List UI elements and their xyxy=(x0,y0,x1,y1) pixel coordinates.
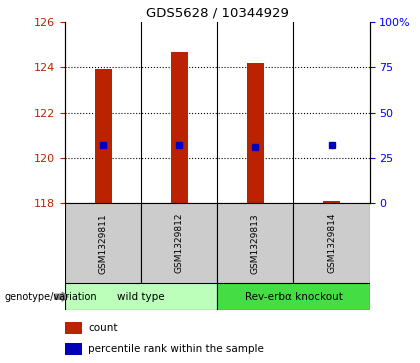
Bar xyxy=(95,69,112,203)
Text: GSM1329812: GSM1329812 xyxy=(175,213,184,273)
Bar xyxy=(294,203,370,283)
Bar xyxy=(65,283,218,310)
Bar xyxy=(171,52,188,203)
Title: GDS5628 / 10344929: GDS5628 / 10344929 xyxy=(146,6,289,19)
Text: genotype/variation: genotype/variation xyxy=(4,292,97,302)
Text: GSM1329811: GSM1329811 xyxy=(99,213,108,274)
Bar xyxy=(65,343,82,355)
Text: percentile rank within the sample: percentile rank within the sample xyxy=(88,344,264,354)
Bar xyxy=(218,283,370,310)
Text: Rev-erbα knockout: Rev-erbα knockout xyxy=(244,292,342,302)
Bar xyxy=(218,203,294,283)
Bar xyxy=(247,63,264,203)
Bar xyxy=(141,203,218,283)
Bar xyxy=(65,203,141,283)
Text: count: count xyxy=(88,323,118,333)
Text: GSM1329813: GSM1329813 xyxy=(251,213,260,274)
Text: GSM1329814: GSM1329814 xyxy=(327,213,336,273)
Bar xyxy=(323,201,340,203)
Text: wild type: wild type xyxy=(118,292,165,302)
Bar xyxy=(65,322,82,334)
